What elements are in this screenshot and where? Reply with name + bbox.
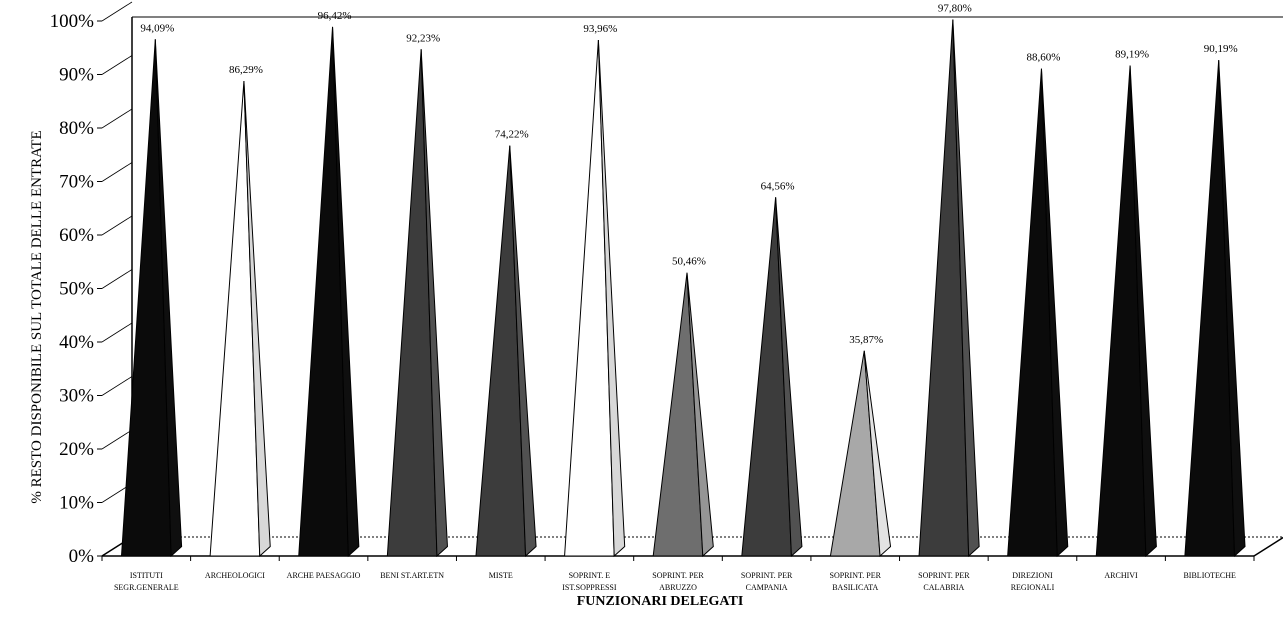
y-tick-label: 30%	[59, 386, 94, 407]
pyramid-bar	[1184, 60, 1246, 558]
x-category-label: SEGR.GENERALE	[114, 583, 179, 592]
x-category-label: ARCHEOLOGICI	[205, 571, 265, 580]
pyramid-side-face	[597, 39, 626, 558]
x-category-label: ARCHIVI	[1104, 571, 1138, 580]
y-tick-depth	[101, 322, 133, 343]
x-category-label: IST.SOPPRESSI	[562, 583, 617, 592]
data-label: 89,19%	[1115, 49, 1149, 61]
pyramid-bar	[298, 26, 360, 558]
pyramid-bar	[564, 39, 626, 558]
x-category-label: ARCHE PAESAGGIO	[287, 571, 361, 580]
x-category-label: ISTITUTI	[130, 571, 163, 580]
data-label: 97,80%	[938, 2, 972, 14]
data-label: 35,87%	[849, 334, 883, 346]
x-category-label: SOPRINT. PER	[830, 571, 882, 580]
x-axis-title: FUNZIONARI DELEGATI	[577, 594, 744, 609]
y-tick-label: 60%	[59, 225, 94, 246]
pyramid-bar	[1007, 68, 1069, 558]
x-category-label: MISTE	[489, 571, 513, 580]
x-axis-categories: ISTITUTI SEGR.GENERALE ARCHEOLOGICI ARCHE P…	[101, 556, 1255, 592]
y-tick-label: 80%	[59, 118, 94, 139]
y-tick-label: 20%	[59, 439, 94, 460]
x-category-label: CALABRIA	[923, 583, 964, 592]
pyramid-side-face	[1040, 68, 1069, 558]
y-tick-label: 40%	[59, 332, 94, 353]
y-tick-depth	[101, 215, 133, 236]
data-label: 86,29%	[229, 64, 263, 76]
data-label: 90,19%	[1204, 43, 1238, 55]
pyramid-side-face	[1218, 60, 1246, 558]
x-category-label: SOPRINT. E	[569, 571, 611, 580]
pyramid-bar	[386, 49, 448, 558]
pyramid-side-face	[332, 26, 360, 558]
data-label: 50,46%	[672, 256, 706, 268]
data-label: 64,56%	[761, 180, 795, 192]
pyramid-bar	[209, 81, 271, 558]
y-tick-depth	[101, 108, 133, 129]
x-category-label: REGIONALI	[1011, 583, 1055, 592]
data-label: 93,96%	[583, 23, 617, 35]
x-category-label: DIREZIONI	[1012, 571, 1053, 580]
pyramid-side-face	[420, 49, 448, 558]
pyramid-side-face	[1129, 65, 1157, 558]
pyramid-bar	[741, 197, 803, 558]
pyramid-bar	[475, 145, 537, 558]
pyramid-side-face	[154, 39, 183, 558]
x-category-label: ABRUZZO	[659, 583, 697, 592]
x-category-label: CAMPANIA	[746, 583, 788, 592]
x-category-label: SOPRINT. PER	[741, 571, 793, 580]
y-tick-depth	[101, 55, 133, 75]
y-tick-label: 100%	[50, 11, 95, 32]
data-label: 94,09%	[140, 22, 174, 34]
y-tick-depth	[101, 269, 133, 289]
y-tick-depth	[101, 429, 133, 450]
chart-bars	[120, 19, 1246, 558]
pyramid-side-face	[863, 350, 892, 558]
y-tick-label: 90%	[59, 65, 94, 86]
data-labels: 94,09% 86,29% 96,42% 92,23% 74,22% 93,96% 50,4…	[140, 2, 1237, 345]
x-category-label: SOPRINT. PER	[652, 571, 704, 580]
pyramid-bar	[1095, 65, 1157, 558]
y-axis-ticks: 0% 10% 20% 30% 40% 50% 60% 70% 80% 90% 100%	[50, 1, 133, 567]
data-label: 88,60%	[1027, 52, 1061, 64]
y-tick-label: 70%	[59, 172, 94, 193]
pyramid-bar	[652, 272, 714, 558]
floor-right-edge	[1253, 536, 1283, 557]
pyramid-side-face	[775, 197, 803, 558]
y-tick-depth	[101, 1, 133, 22]
data-label: 74,22%	[495, 129, 529, 141]
y-axis-title: % RESTO DISPONIBILE SUL TOTALE DELLE ENT…	[29, 130, 45, 503]
data-label: 96,42%	[318, 10, 352, 22]
y-tick-label: 0%	[69, 546, 95, 567]
data-label: 92,23%	[406, 32, 440, 44]
x-category-label: BIBLIOTECHE	[1183, 571, 1236, 580]
pyramid-side-face	[243, 81, 271, 558]
x-category-label: SOPRINT. PER	[918, 571, 970, 580]
y-tick-depth	[101, 162, 133, 182]
y-tick-depth	[101, 376, 133, 396]
pyramid-bar	[829, 350, 892, 558]
y-tick-label: 50%	[59, 279, 94, 300]
pyramid-bar	[918, 19, 980, 558]
pyramid-bar	[120, 39, 183, 558]
x-category-label: BENI ST.ART.ETN	[380, 571, 444, 580]
x-category-label: BASILICATA	[832, 583, 878, 592]
y-tick-label: 10%	[59, 493, 94, 514]
pyramid-side-face	[509, 145, 537, 558]
pyramid-side-face	[952, 19, 980, 558]
pyramid-side-face	[686, 272, 714, 558]
